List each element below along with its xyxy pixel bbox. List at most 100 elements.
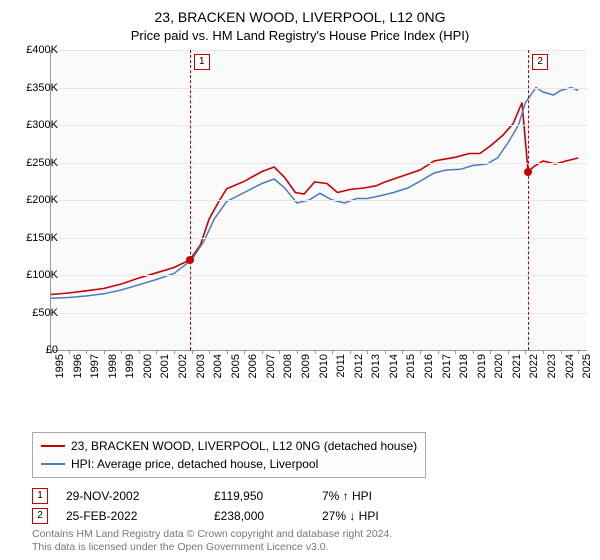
x-tick xyxy=(438,350,439,354)
sale-row-2: 2 25-FEB-2022 £238,000 27% ↓ HPI xyxy=(32,506,568,526)
y-axis-label: £150K xyxy=(26,232,58,244)
legend-box: 23, BRACKEN WOOD, LIVERPOOL, L12 0NG (de… xyxy=(32,432,426,478)
x-axis-label: 2009 xyxy=(300,354,312,378)
x-tick xyxy=(209,350,210,354)
legend-block: 23, BRACKEN WOOD, LIVERPOOL, L12 0NG (de… xyxy=(32,432,568,526)
sale-dot-1 xyxy=(186,256,194,264)
x-axis-label: 2018 xyxy=(458,354,470,378)
x-tick xyxy=(104,350,105,354)
series-line-1 xyxy=(51,88,578,299)
x-tick xyxy=(420,350,421,354)
x-axis-label: 1996 xyxy=(72,354,84,378)
x-axis-label: 1998 xyxy=(107,354,119,378)
x-axis-label: 1999 xyxy=(124,354,136,378)
x-tick xyxy=(315,350,316,354)
gridline-h xyxy=(51,163,587,164)
x-tick xyxy=(156,350,157,354)
x-axis-label: 2008 xyxy=(282,354,294,378)
series-line-0 xyxy=(51,103,578,295)
x-tick xyxy=(332,350,333,354)
x-axis-label: 2001 xyxy=(159,354,171,378)
sales-table: 1 29-NOV-2002 £119,950 7% ↑ HPI 2 25-FEB… xyxy=(32,486,568,526)
gridline-h xyxy=(51,200,587,201)
legend-row-series0: 23, BRACKEN WOOD, LIVERPOOL, L12 0NG (de… xyxy=(41,437,417,455)
x-tick xyxy=(262,350,263,354)
x-axis-label: 2020 xyxy=(493,354,505,378)
legend-swatch-0 xyxy=(41,445,65,447)
y-axis-label: £100K xyxy=(26,269,58,281)
x-tick xyxy=(490,350,491,354)
x-tick xyxy=(561,350,562,354)
y-axis-label: £400K xyxy=(26,44,58,56)
x-tick xyxy=(69,350,70,354)
x-tick xyxy=(244,350,245,354)
x-axis-label: 2017 xyxy=(441,354,453,378)
x-axis-label: 2022 xyxy=(528,354,540,378)
x-axis-label: 2021 xyxy=(511,354,523,378)
price-chart: 12 £0£50K£100K£150K£200K£250K£300K£350K£… xyxy=(0,50,600,390)
y-axis-label: £300K xyxy=(26,119,58,131)
y-axis-label: £50K xyxy=(32,307,58,319)
x-axis-label: 2002 xyxy=(177,354,189,378)
x-tick xyxy=(121,350,122,354)
x-axis-label: 2007 xyxy=(265,354,277,378)
sale-marker-box-1: 1 xyxy=(194,54,210,70)
x-axis-label: 2004 xyxy=(212,354,224,378)
x-axis-label: 2013 xyxy=(370,354,382,378)
sale-delta-2: 27% ↓ HPI xyxy=(322,509,432,523)
chart-title-line1: 23, BRACKEN WOOD, LIVERPOOL, L12 0NG xyxy=(0,0,600,26)
sale-marker-2: 2 xyxy=(32,508,48,524)
sale-date-1: 29-NOV-2002 xyxy=(66,489,196,503)
sale-date-2: 25-FEB-2022 xyxy=(66,509,196,523)
chart-title-line2: Price paid vs. HM Land Registry's House … xyxy=(0,26,600,43)
sale-price-1: £119,950 xyxy=(214,489,304,503)
sale-marker-line-2 xyxy=(528,50,529,350)
sale-row-1: 1 29-NOV-2002 £119,950 7% ↑ HPI xyxy=(32,486,568,506)
x-tick xyxy=(402,350,403,354)
x-tick xyxy=(543,350,544,354)
footnote-line2: This data is licensed under the Open Gov… xyxy=(32,541,329,553)
x-axis-label: 2024 xyxy=(564,354,576,378)
x-axis-label: 1995 xyxy=(54,354,66,378)
x-axis-label: 2010 xyxy=(318,354,330,378)
x-tick xyxy=(350,350,351,354)
x-axis-label: 2003 xyxy=(195,354,207,378)
x-axis-label: 2016 xyxy=(423,354,435,378)
legend-label-0: 23, BRACKEN WOOD, LIVERPOOL, L12 0NG (de… xyxy=(71,437,417,455)
x-axis-label: 1997 xyxy=(89,354,101,378)
x-tick xyxy=(279,350,280,354)
x-tick xyxy=(455,350,456,354)
x-tick xyxy=(139,350,140,354)
gridline-h xyxy=(51,88,587,89)
sale-marker-box-2: 2 xyxy=(532,54,548,70)
x-tick xyxy=(174,350,175,354)
x-axis-label: 2023 xyxy=(546,354,558,378)
x-axis-label: 2014 xyxy=(388,354,400,378)
sale-dot-2 xyxy=(524,168,532,176)
y-axis-label: £350K xyxy=(26,82,58,94)
y-axis-label: £200K xyxy=(26,194,58,206)
sale-marker-1: 1 xyxy=(32,488,48,504)
x-tick xyxy=(525,350,526,354)
sale-price-2: £238,000 xyxy=(214,509,304,523)
x-tick xyxy=(297,350,298,354)
x-tick xyxy=(86,350,87,354)
x-axis-label: 2025 xyxy=(581,354,593,378)
x-axis-label: 2015 xyxy=(405,354,417,378)
x-axis-label: 2012 xyxy=(353,354,365,378)
footnote: Contains HM Land Registry data © Crown c… xyxy=(32,528,572,554)
gridline-h xyxy=(51,238,587,239)
x-tick xyxy=(508,350,509,354)
gridline-h xyxy=(51,275,587,276)
sale-delta-1: 7% ↑ HPI xyxy=(322,489,432,503)
x-tick xyxy=(367,350,368,354)
footnote-line1: Contains HM Land Registry data © Crown c… xyxy=(32,528,392,540)
x-tick xyxy=(473,350,474,354)
x-axis-label: 2019 xyxy=(476,354,488,378)
gridline-h xyxy=(51,50,587,51)
x-axis-label: 2011 xyxy=(335,354,347,378)
gridline-h xyxy=(51,125,587,126)
plot-area: 12 xyxy=(50,50,587,351)
gridline-h xyxy=(51,313,587,314)
x-tick xyxy=(227,350,228,354)
